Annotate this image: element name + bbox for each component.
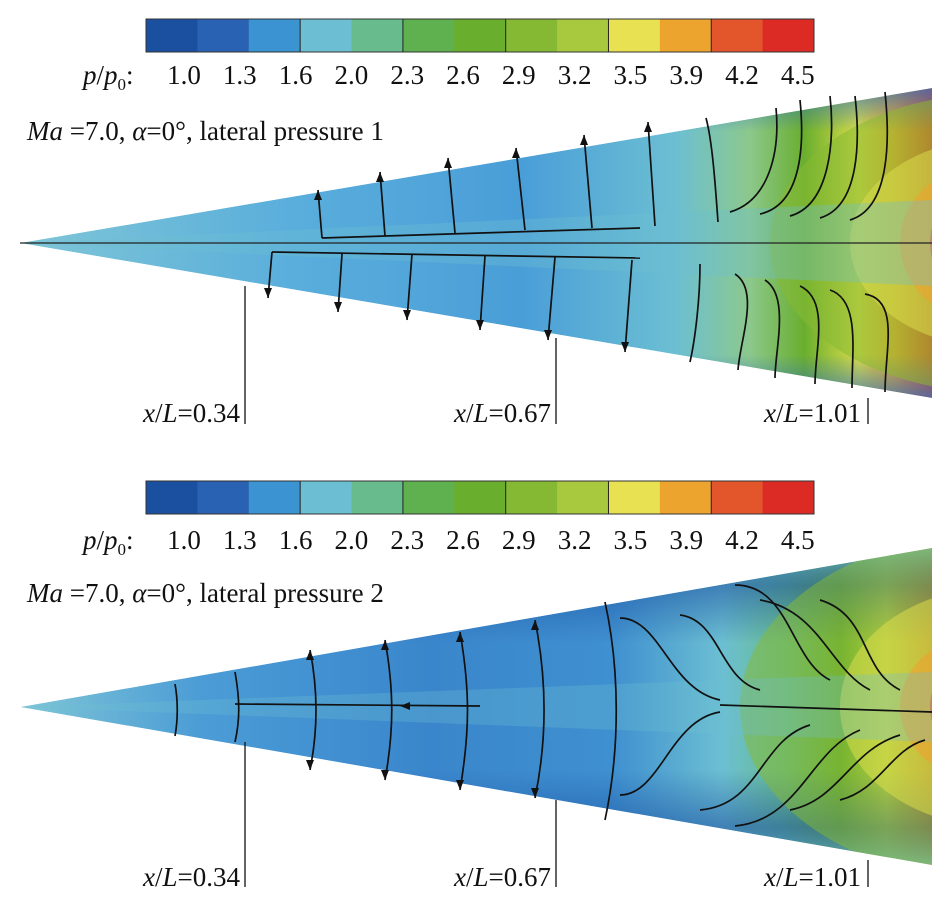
- colorbar-segment: [146, 481, 198, 514]
- station-label-1: x/L=0.67: [453, 398, 551, 428]
- colorbar-tick-label: 3.5: [614, 60, 648, 90]
- colorbar-segment: [659, 481, 712, 514]
- colorbar-tick-label: 4.5: [781, 525, 815, 555]
- colorbar-tick-label: 2.9: [502, 525, 536, 555]
- flow-condition-label: Ma =7.0, α=0°, lateral pressure 1: [26, 116, 384, 146]
- colorbar: [145, 18, 815, 53]
- colorbar-segment: [351, 481, 404, 514]
- svg-text:p/p0:: p/p0:: [81, 525, 134, 559]
- colorbar-tick-label: 1.3: [223, 60, 257, 90]
- colorbar-segment: [608, 19, 661, 52]
- colorbar-tick-label: 2.3: [390, 525, 424, 555]
- colorbar-segment: [505, 19, 558, 52]
- colorbar-segment: [762, 19, 815, 52]
- legend-variable: p: [81, 525, 97, 555]
- colorbar-legend: p/p0: 1.0 1.3 1.6 2.0 2.3 2.6 2.9 3.2 3.5 3.9 4.2 4…: [81, 60, 815, 94]
- colorbar-segment: [711, 19, 764, 52]
- colorbar-tick-label: 2.6: [446, 60, 480, 90]
- panel-lateral-pressure-1: p/p0: 1.0 1.3 1.6 2.0 2.3 2.6 2.9 3.2 3.5 3.9 4.2 4…: [20, 18, 932, 428]
- colorbar-segment: [197, 19, 250, 52]
- colorbar-segment: [402, 481, 455, 514]
- colorbar-tick-label: 2.3: [390, 60, 424, 90]
- station-label-2: x/L=1.01: [763, 398, 861, 428]
- colorbar-segment: [300, 19, 353, 52]
- station-label-0: x/L=0.34: [142, 862, 241, 892]
- legend-reference: p: [102, 60, 118, 90]
- colorbar-legend: p/p0: 1.0 1.3 1.6 2.0 2.3 2.6 2.9 3.2 3.5 3.9 4.2 4…: [81, 525, 815, 559]
- colorbar-tick-label: 3.9: [669, 60, 703, 90]
- station-label-1: x/L=0.67: [453, 862, 551, 892]
- colorbar-tick-label: 1.6: [279, 60, 313, 90]
- colorbar-tick-label: 1.3: [223, 525, 257, 555]
- colorbar-tick-label: 3.2: [558, 60, 592, 90]
- colorbar-tick-label: 4.2: [725, 525, 759, 555]
- colorbar-tick-label: 4.2: [725, 60, 759, 90]
- colorbar-tick-label: 2.9: [502, 60, 536, 90]
- colorbar-segment: [351, 19, 404, 52]
- colorbar-tick-label: 3.2: [558, 525, 592, 555]
- colorbar-tick-label: 2.6: [446, 525, 480, 555]
- colorbar-tick-label: 1.6: [279, 525, 313, 555]
- svg-text:p/p0:: p/p0:: [81, 60, 134, 94]
- flow-condition-label: Ma =7.0, α=0°, lateral pressure 2: [26, 578, 384, 608]
- colorbar-segment: [454, 481, 507, 514]
- station-markers: [244, 742, 869, 887]
- colorbar-tick-label: 2.0: [335, 525, 369, 555]
- colorbar-segment: [454, 19, 507, 52]
- colorbar-tick-label: 4.5: [781, 60, 815, 90]
- colorbar-segment: [300, 481, 353, 514]
- station-label-0: x/L=0.34: [142, 398, 241, 428]
- colorbar-tick-label: 1.0: [167, 60, 201, 90]
- legend-subscript: 0: [118, 540, 127, 559]
- colorbar-segment: [248, 19, 301, 52]
- colorbar-frame: [145, 480, 815, 515]
- station-markers: [244, 286, 869, 424]
- colorbar-segment: [557, 481, 609, 514]
- colorbar: [145, 480, 815, 515]
- colorbar-segment: [146, 19, 198, 52]
- station-label-2: x/L=1.01: [763, 862, 861, 892]
- colorbar-tick-label: 2.0: [335, 60, 369, 90]
- colorbar-segment: [608, 481, 661, 514]
- streamline-arrows: [306, 620, 539, 798]
- colorbar-frame: [145, 18, 815, 53]
- colorbar-segment: [659, 19, 712, 52]
- colorbar-segment: [505, 481, 558, 514]
- legend-variable: p: [81, 60, 97, 90]
- colorbar-segment: [762, 481, 815, 514]
- colorbar-segment: [402, 19, 455, 52]
- streamline-arrows: [264, 122, 652, 352]
- colorbar-tick-label: 3.9: [669, 525, 703, 555]
- colorbar-tick-label: 3.5: [614, 525, 648, 555]
- colorbar-segment: [248, 481, 301, 514]
- colorbar-segment: [711, 481, 764, 514]
- colorbar-tick-label: 1.0: [167, 525, 201, 555]
- legend-subscript: 0: [118, 75, 127, 94]
- panel-lateral-pressure-2: p/p0: 1.0 1.3 1.6 2.0 2.3 2.6 2.9 3.2 3.5 3.9 4.2 4…: [20, 480, 933, 892]
- surface-streamlines: [174, 584, 933, 827]
- colorbar-segment: [197, 481, 250, 514]
- legend-reference: p: [102, 525, 118, 555]
- colorbar-segment: [557, 19, 609, 52]
